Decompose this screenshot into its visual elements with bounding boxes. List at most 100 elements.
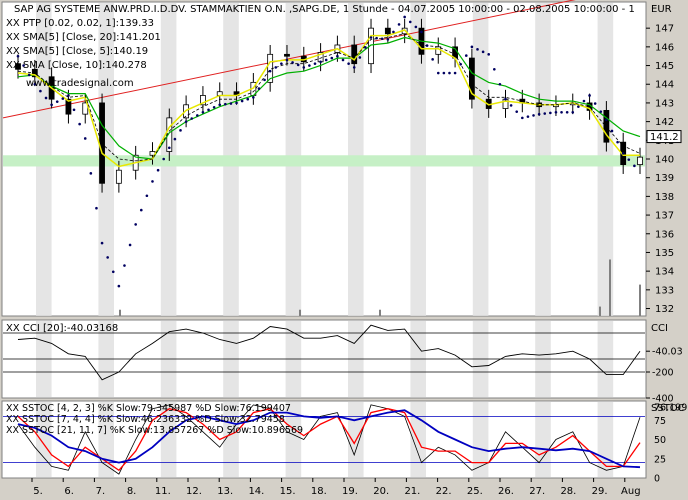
ptp-dot <box>459 63 462 66</box>
ptp-dot <box>610 129 614 133</box>
ptp-dot <box>403 15 406 19</box>
last-price-box <box>646 130 682 144</box>
y-tick-label: 146 <box>655 42 674 53</box>
sstoc-reference-lines <box>3 415 645 464</box>
chart-title: SAP AG SYSTEME ANW.PRD.I.D.DV. STAMMAKTI… <box>14 4 635 15</box>
ptp-dot <box>83 137 87 140</box>
candle-body <box>384 27 391 35</box>
ptp-dot <box>55 100 59 103</box>
sstoc-tick-label: 0 <box>654 474 660 485</box>
price-lines <box>17 29 641 168</box>
ptp-dot <box>50 103 53 107</box>
sstoc-tick-label: 75 <box>654 416 666 427</box>
ptp-dot <box>336 54 339 58</box>
ptp-dot <box>476 48 479 51</box>
ptp-dot <box>605 118 608 122</box>
ptp-dot <box>521 116 524 120</box>
ptp-dot <box>291 61 294 64</box>
x-tick-label: 20. <box>373 486 389 497</box>
sstoc-series-line <box>17 407 641 472</box>
ptp-dot <box>117 284 121 288</box>
ptp-dot <box>268 69 272 73</box>
ptp-dot <box>72 108 76 112</box>
candle-body <box>351 44 358 65</box>
cci-tick-label: -40.03 <box>652 347 683 358</box>
cci-line <box>17 324 641 381</box>
ptp-dot <box>330 56 334 60</box>
ptp-dot <box>481 50 485 54</box>
ptp-dot <box>532 114 535 117</box>
y-tick-label: 134 <box>655 267 674 278</box>
ptp-dot <box>324 58 328 62</box>
legend-entry: XX SMA[5] [Close, 20]:141.201 <box>6 32 161 43</box>
ptp-dot <box>257 87 261 90</box>
ptp-dot <box>274 66 278 69</box>
ptp-dot <box>179 129 182 132</box>
ptp-dot <box>487 53 491 56</box>
ptp-dot <box>616 140 619 144</box>
trendline <box>2 0 576 119</box>
ptp-dot <box>627 158 631 161</box>
legend-entry: XX PTP [0.02, 0.02, 1]:139.33 <box>6 18 154 29</box>
ptp-dot <box>498 82 502 86</box>
trend-line <box>2 0 576 119</box>
ptp-dot <box>358 56 362 59</box>
y-tick-label: 135 <box>655 248 674 259</box>
ptp-dot <box>296 63 300 67</box>
ptp-dot <box>526 115 530 118</box>
cci-tick-label: -200 <box>652 368 674 379</box>
x-tick-label: 8. <box>127 486 137 497</box>
sstoc-label: SSTOC <box>651 403 685 414</box>
day-stripe <box>285 402 302 477</box>
ptp-dot <box>543 112 547 115</box>
cci-tick-label: -400 <box>652 394 674 405</box>
ptp-dot <box>448 71 451 75</box>
ptp-dot <box>212 105 216 109</box>
sstoc-lines <box>17 404 641 475</box>
ptp-dot <box>493 67 496 71</box>
ptp-dot <box>235 101 238 105</box>
y-tick-label: 132 <box>655 304 674 315</box>
ptp-dot <box>431 58 434 61</box>
x-tick-label: 18. <box>311 486 327 497</box>
ptp-dot <box>207 108 210 112</box>
ptp-dot <box>380 37 384 41</box>
cci-reference-lines <box>3 332 645 373</box>
ptp-dot <box>167 146 171 150</box>
y-tick-label: 136 <box>655 229 674 240</box>
ptp-dot <box>425 44 429 47</box>
ptp-dot <box>27 73 31 77</box>
ptp-dot <box>61 97 65 100</box>
ptp-dot <box>229 102 233 105</box>
x-tick-label: 19. <box>342 486 358 497</box>
y-tick-label: 133 <box>655 285 674 296</box>
sstoc-tick-label: 76.199 <box>654 403 687 414</box>
ptp-dot <box>252 96 255 99</box>
ptp-dot <box>515 110 519 113</box>
ptp-dot <box>224 102 227 106</box>
y-tick-label: 137 <box>655 211 674 222</box>
y-tick-label: 145 <box>655 61 674 72</box>
x-axis: 5. 6. 7. 8. 11. 12. 13. 14. 15. 18. 19. 20. 21. 22. 25… <box>31 478 641 497</box>
x-tick-label: Aug <box>621 486 641 497</box>
candle-body <box>15 63 21 70</box>
cci-series-line <box>17 324 641 381</box>
legend-entry: XX SMA [Close, 10]:140.278 <box>6 60 147 71</box>
candle-body <box>284 53 290 57</box>
x-tick-label: 7. <box>96 486 106 497</box>
x-tick-label: 13. <box>217 486 233 497</box>
ptp-dot <box>582 99 586 103</box>
support-band-rect <box>3 155 645 167</box>
cci-title: XX CCI [20]:-40.03168 <box>6 323 118 334</box>
ptp-dot <box>184 120 188 123</box>
ptp-dot <box>549 111 552 115</box>
ptp-dot <box>106 256 109 259</box>
x-tick-label: 5. <box>33 486 43 497</box>
watermark: www.tradesignal.com <box>26 78 134 89</box>
currency-label: EUR <box>651 4 672 15</box>
ptp-dot <box>44 96 48 100</box>
ptp-dot <box>145 194 149 198</box>
ptp-dot <box>537 112 541 116</box>
ptp-dot <box>308 64 311 67</box>
ptp-dot <box>554 110 558 114</box>
